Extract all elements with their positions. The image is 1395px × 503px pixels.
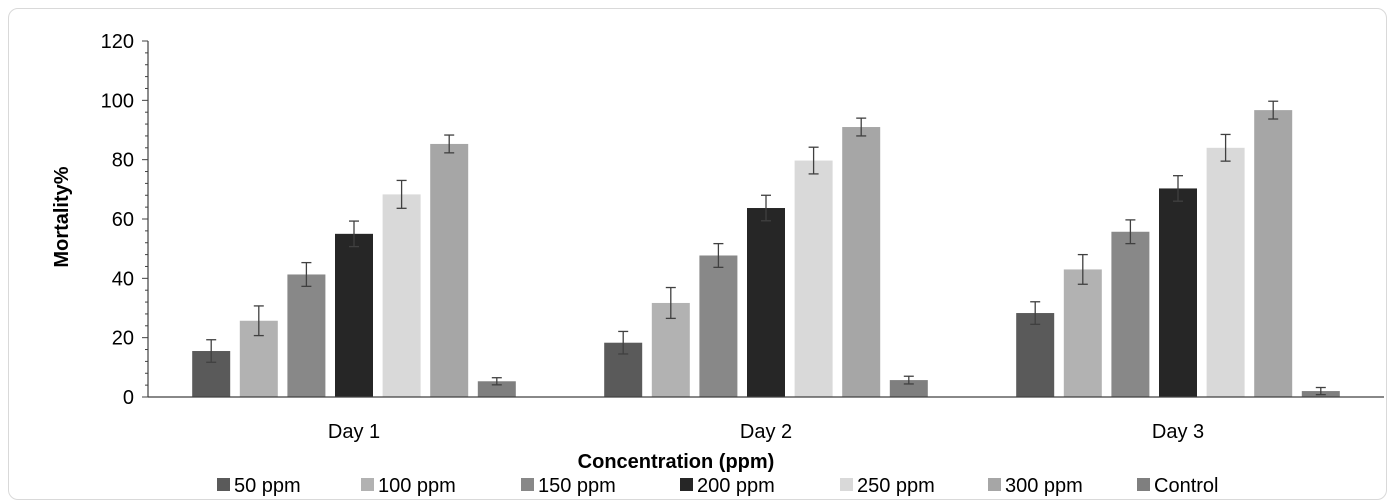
- legend-swatch: [680, 478, 693, 491]
- legend-item: 50 ppm: [217, 475, 301, 497]
- error-bar: [665, 286, 676, 320]
- legend-item: 150 ppm: [521, 475, 616, 497]
- x-axis-title: Concentration (ppm): [578, 451, 775, 473]
- y-tick-label: 80: [112, 150, 134, 172]
- error-bar: [396, 179, 407, 209]
- error-bar: [1077, 253, 1088, 285]
- y-tick-label: 20: [112, 328, 134, 350]
- y-tick-label: 0: [123, 387, 134, 409]
- error-bar: [761, 194, 771, 222]
- y-tick-label: 120: [101, 31, 134, 53]
- legend-label: 150 ppm: [538, 475, 616, 497]
- bars-group: [192, 110, 1340, 398]
- legend: 50 ppm 100 ppm 150 ppm 200 ppm 250 ppm 300 pp…: [217, 475, 1218, 497]
- error-bar: [444, 134, 455, 154]
- bar: [1016, 313, 1055, 397]
- bar: [382, 194, 421, 397]
- y-tick-label: 100: [101, 90, 134, 112]
- error-bar: [1315, 386, 1326, 396]
- bar: [1159, 188, 1197, 397]
- bar: [477, 381, 516, 397]
- bar: [747, 208, 785, 397]
- legend-label: Control: [1154, 475, 1218, 497]
- error-bar: [1268, 100, 1279, 120]
- bar: [842, 127, 881, 398]
- x-category-label: Day 2: [740, 421, 792, 443]
- bar: [1111, 231, 1150, 397]
- error-bar: [1220, 133, 1231, 162]
- bar: [430, 143, 469, 397]
- y-tick-label: 60: [112, 209, 134, 231]
- legend-swatch: [1137, 478, 1150, 491]
- legend-item: 300 ppm: [988, 475, 1083, 497]
- error-bar: [808, 146, 819, 175]
- bar: [699, 255, 738, 397]
- bar: [1254, 110, 1293, 397]
- error-bar: [206, 339, 217, 363]
- error-bar: [349, 220, 359, 248]
- legend-swatch: [988, 478, 1001, 491]
- bar: [335, 233, 373, 397]
- legend-label: 300 ppm: [1005, 475, 1083, 497]
- axes-group: [147, 41, 1384, 398]
- chart-frame: [8, 8, 1387, 500]
- y-axis-title: Mortality%: [51, 166, 73, 267]
- bar: [794, 160, 833, 397]
- error-bars-group: [206, 100, 1326, 396]
- y-tick-label: 40: [112, 268, 134, 290]
- error-bar: [618, 330, 629, 355]
- bar: [889, 380, 928, 397]
- error-bar: [903, 375, 914, 385]
- x-axis-category-labels: Day 1 Day 2 Day 3: [328, 421, 1204, 443]
- y-axis-ticks: 0 20 40 60 80 100 120: [101, 31, 148, 409]
- x-category-label: Day 3: [1152, 421, 1204, 443]
- error-bar: [713, 242, 724, 269]
- legend-swatch: [361, 478, 374, 491]
- legend-swatch: [521, 478, 534, 491]
- bar: [1063, 269, 1102, 397]
- error-bar: [1173, 175, 1183, 202]
- legend-swatch: [217, 478, 230, 491]
- legend-swatch: [840, 478, 853, 491]
- error-bar: [491, 377, 502, 386]
- error-bar: [253, 305, 264, 337]
- x-category-label: Day 1: [328, 421, 380, 443]
- error-bar: [1030, 301, 1041, 325]
- legend-label: 250 ppm: [857, 475, 935, 497]
- legend-item: 250 ppm: [840, 475, 935, 497]
- error-bar: [1125, 219, 1136, 245]
- legend-item: Control: [1137, 475, 1218, 497]
- bar: [1206, 147, 1245, 397]
- bar: [287, 274, 326, 397]
- legend-label: 50 ppm: [234, 475, 301, 497]
- legend-item: 100 ppm: [361, 475, 456, 497]
- error-bar: [301, 261, 312, 287]
- legend-label: 200 ppm: [697, 475, 775, 497]
- error-bar: [856, 117, 867, 137]
- legend-label: 100 ppm: [378, 475, 456, 497]
- legend-item: 200 ppm: [680, 475, 775, 497]
